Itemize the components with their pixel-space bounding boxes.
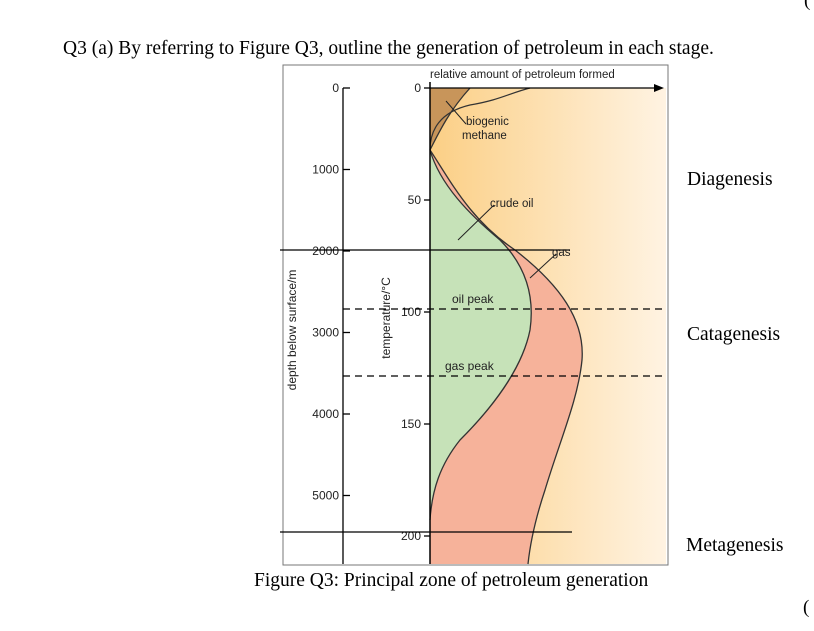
question-text: Q3 (a) By referring to Figure Q3, outlin…	[63, 38, 714, 59]
depth-axis-label: depth below surface/m	[285, 270, 299, 391]
methane-label-line2: methane	[462, 130, 507, 142]
gas-curve	[429, 149, 583, 565]
temperature-axis-label: temperature/°C	[379, 277, 393, 359]
temperature-tick-label: 200	[401, 529, 421, 543]
gas-peak-label: gas peak	[445, 359, 495, 373]
crude-oil-label: crude oil	[490, 198, 533, 210]
temperature-tick-label: 50	[408, 193, 422, 207]
methane-area	[430, 88, 470, 150]
gas-label: gas	[552, 247, 571, 259]
temperature-ticks: 0 50 100 150 200	[401, 81, 430, 543]
oil-area	[430, 150, 532, 520]
amount-axis-arrow-icon	[654, 84, 664, 92]
depth-tick-label: 0	[332, 81, 339, 95]
temperature-tick-label: 0	[414, 81, 421, 95]
depth-tick-label: 3000	[312, 326, 339, 340]
depth-tick-label: 2000	[312, 244, 339, 258]
temperature-tick-label: 100	[401, 305, 421, 319]
depth-tick-label: 1000	[312, 163, 339, 177]
figure-caption: Figure Q3: Principal zone of petroleum g…	[254, 570, 649, 591]
depth-tick-label: 4000	[312, 407, 339, 421]
margin-mark-top: (	[804, 0, 811, 11]
temperature-tick-label: 150	[401, 417, 421, 431]
methane-top-curve	[429, 87, 531, 151]
methane-leader	[445, 100, 467, 125]
margin-mark-bottom: (	[803, 597, 810, 618]
depth-ticks: 0 1000 2000 3000 4000 5000	[312, 81, 350, 503]
methane-label-line1: biogenic	[466, 116, 509, 128]
oil-peak-label: oil peak	[452, 292, 494, 306]
stage-metagenesis: Metagenesis	[686, 535, 784, 556]
stage-diagenesis: Diagenesis	[687, 169, 773, 190]
depth-tick-label: 5000	[312, 489, 339, 503]
oil-curve	[429, 149, 532, 521]
crude-oil-leader	[457, 204, 495, 241]
methane-curve	[429, 87, 471, 151]
amount-axis-label: relative amount of petroleum formed	[430, 69, 615, 81]
stage-catagenesis: Catagenesis	[687, 324, 781, 345]
gas-leader	[529, 253, 557, 279]
